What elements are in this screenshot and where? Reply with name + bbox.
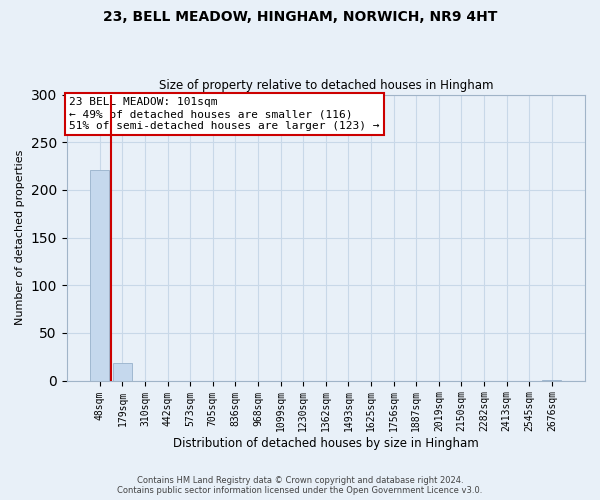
Y-axis label: Number of detached properties: Number of detached properties [15, 150, 25, 326]
Title: Size of property relative to detached houses in Hingham: Size of property relative to detached ho… [158, 79, 493, 92]
Bar [90, 170, 109, 380]
X-axis label: Distribution of detached houses by size in Hingham: Distribution of detached houses by size … [173, 437, 479, 450]
Bar [113, 364, 132, 380]
Text: 23, BELL MEADOW, HINGHAM, NORWICH, NR9 4HT: 23, BELL MEADOW, HINGHAM, NORWICH, NR9 4… [103, 10, 497, 24]
Text: Contains HM Land Registry data © Crown copyright and database right 2024.
Contai: Contains HM Land Registry data © Crown c… [118, 476, 482, 495]
Text: 23 BELL MEADOW: 101sqm
← 49% of detached houses are smaller (116)
51% of semi-de: 23 BELL MEADOW: 101sqm ← 49% of detached… [69, 98, 380, 130]
